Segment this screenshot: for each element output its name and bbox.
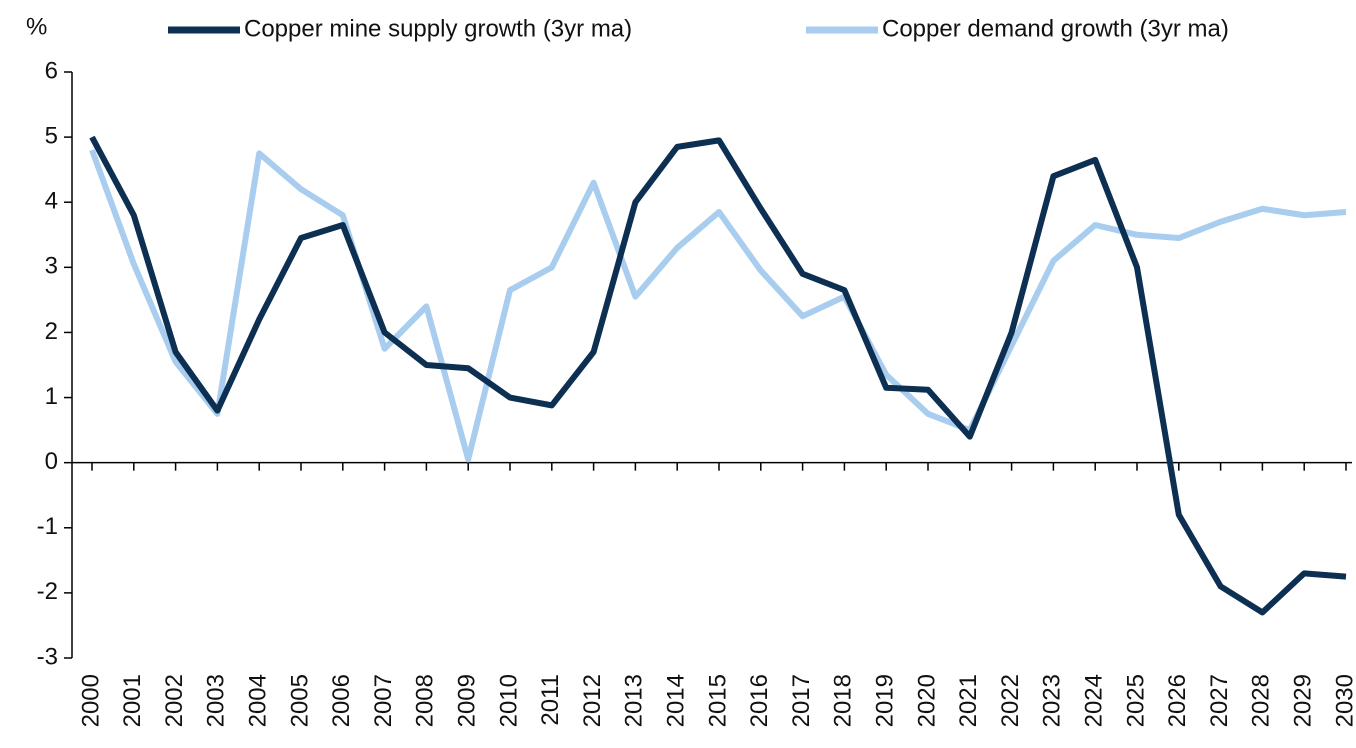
x-tick-label: 2004 [245, 674, 272, 727]
y-tick-label: 6 [45, 57, 58, 84]
x-tick-label: 2014 [663, 674, 690, 727]
x-tick-label: 2013 [621, 674, 648, 727]
x-tick-label: 2022 [997, 674, 1024, 727]
y-tick-label: 0 [45, 448, 58, 475]
x-tick-label: 2008 [412, 674, 439, 727]
x-tick-label: 2001 [119, 674, 146, 727]
x-tick-label: 2000 [77, 674, 104, 727]
y-axis-label: % [26, 13, 47, 40]
x-tick-label: 2002 [161, 674, 188, 727]
legend-label: Copper demand growth (3yr ma) [882, 15, 1229, 42]
x-tick-label: 2016 [746, 674, 773, 727]
x-tick-label: 2026 [1164, 674, 1191, 727]
y-tick-label: 5 [45, 122, 58, 149]
x-tick-label: 2007 [370, 674, 397, 727]
y-tick-label: 1 [45, 383, 58, 410]
x-tick-label: 2021 [955, 674, 982, 727]
series-line [89, 149, 1347, 463]
x-tick-label: 2018 [830, 674, 857, 727]
y-tick-label: 2 [45, 318, 58, 345]
x-tick-label: 2024 [1081, 674, 1108, 727]
series-line [89, 135, 1347, 616]
x-tick-label: 2006 [328, 674, 355, 727]
x-tick-label: 2015 [704, 674, 731, 727]
x-tick-label: 2019 [872, 674, 899, 727]
y-tick-label: -3 [37, 643, 58, 670]
x-tick-label: 2020 [913, 674, 940, 727]
y-tick-label: -1 [37, 513, 58, 540]
x-tick-label: 2023 [1039, 674, 1066, 727]
x-tick-label: 2010 [495, 674, 522, 727]
x-tick-label: 2030 [1331, 674, 1356, 727]
y-tick-label: -2 [37, 578, 58, 605]
x-tick-label: 2029 [1290, 674, 1317, 727]
x-tick-label: 2027 [1206, 674, 1233, 727]
legend-label: Copper mine supply growth (3yr ma) [244, 15, 632, 42]
x-tick-label: 2009 [454, 674, 481, 727]
x-tick-label: 2028 [1248, 674, 1275, 727]
x-tick-label: 2003 [203, 674, 230, 727]
y-tick-label: 4 [45, 188, 58, 215]
x-tick-label: 2012 [579, 674, 606, 727]
x-tick-label: 2005 [286, 674, 313, 727]
x-tick-label: 2017 [788, 674, 815, 727]
x-tick-label: 2011 [537, 674, 564, 726]
x-tick-label: 2025 [1122, 674, 1149, 727]
y-tick-label: 3 [45, 253, 58, 280]
